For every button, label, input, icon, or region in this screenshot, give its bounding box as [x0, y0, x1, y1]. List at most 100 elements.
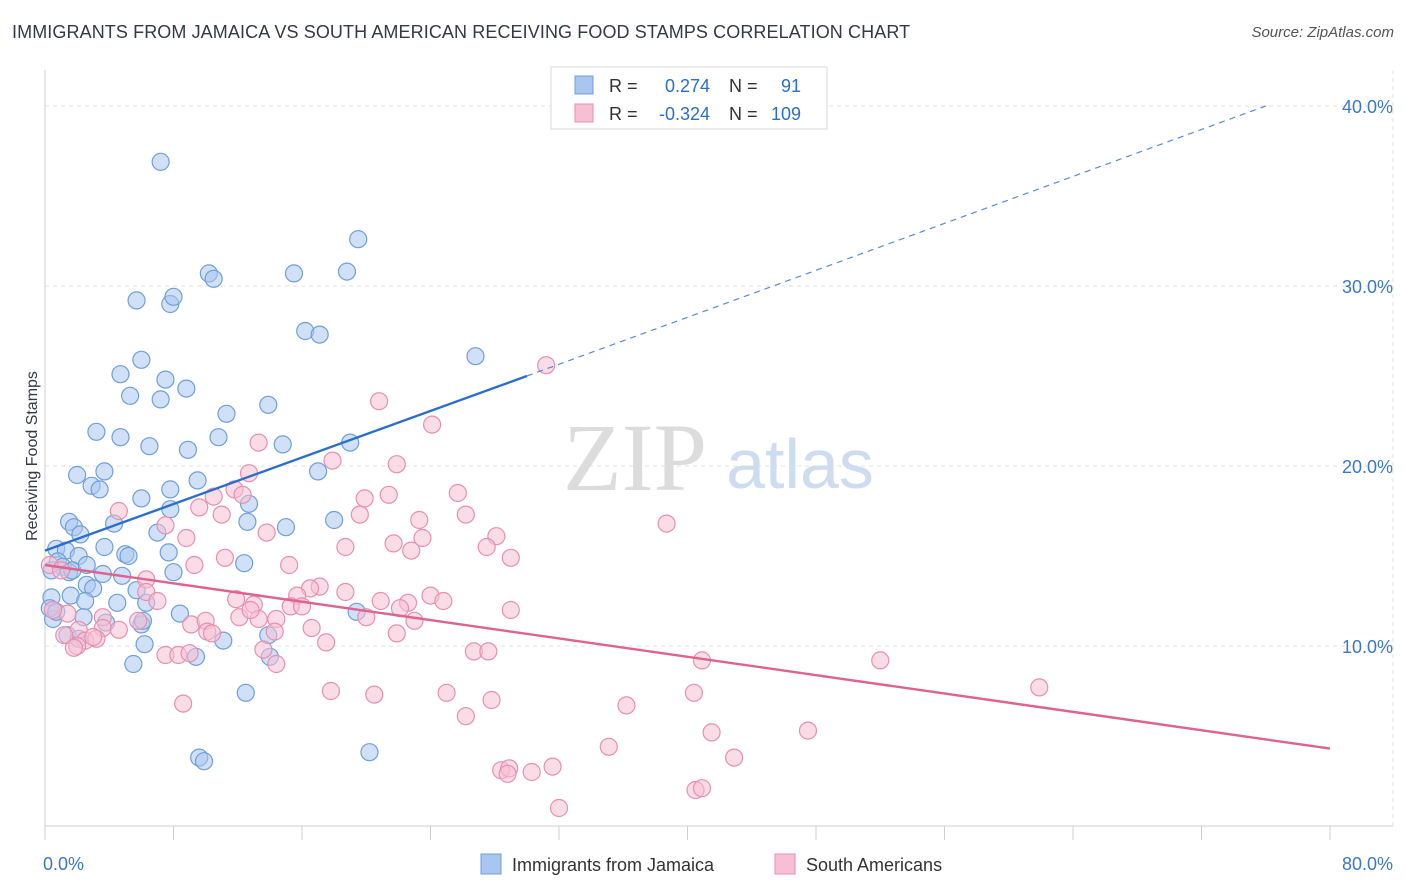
series-1-point-60 — [405, 611, 424, 630]
series-0-point-68 — [170, 604, 190, 623]
series-1-point-92 — [702, 723, 721, 742]
y-tick-label-1: 20.0% — [1342, 457, 1393, 477]
watermark-atlas: atlas — [726, 425, 874, 503]
series-1-point-21 — [257, 523, 276, 542]
series-1-point-47 — [371, 591, 390, 611]
x-tick-labels: 0.0% 80.0% — [43, 854, 1393, 874]
series-1-point-11 — [379, 485, 398, 504]
series-0-point-89 — [325, 510, 344, 530]
series-1-point-16 — [410, 510, 429, 530]
series-0-point-4 — [337, 262, 357, 281]
series-1-point-66 — [265, 622, 284, 641]
series-1-point-77 — [254, 640, 273, 659]
series-1-point-31 — [280, 555, 299, 575]
series-0-point-65 — [76, 591, 95, 611]
trend-line-0 — [44, 374, 528, 552]
series-1-point-29 — [501, 548, 520, 567]
y-tick-label-0: 10.0% — [1342, 637, 1393, 657]
series-1-point-20 — [156, 516, 175, 535]
series-0-point-52 — [119, 546, 138, 566]
series-1-point-19 — [109, 501, 128, 521]
series-0-point-27 — [68, 465, 87, 485]
series-1-point-2 — [423, 415, 442, 434]
stats-r-value-2: -0.324 — [659, 104, 710, 124]
series-1-point-95 — [724, 748, 744, 767]
series-0-point-84 — [236, 683, 255, 702]
series-1-point-52 — [129, 611, 148, 630]
series-1-point-67 — [302, 618, 321, 638]
trend-extension-0 — [526, 105, 1266, 377]
stats-swatch-south-americans — [574, 103, 594, 123]
series-1-point-41 — [434, 591, 453, 611]
series-0-point-21 — [111, 428, 130, 447]
series-0-point-10 — [310, 325, 329, 344]
series-1-point-18 — [657, 514, 676, 533]
grid-lines — [45, 70, 1394, 826]
stats-swatch-jamaica — [574, 75, 594, 95]
series-0-point-18 — [259, 395, 278, 414]
series-1-point-86 — [365, 685, 384, 704]
series-1-point-84 — [174, 694, 193, 713]
series-1-point-36 — [185, 555, 204, 575]
series-0-point-8 — [164, 287, 183, 306]
series-1-point-80 — [479, 642, 498, 661]
series-0-point-31 — [90, 480, 109, 499]
series-0 — [40, 152, 485, 771]
series-1-point-33 — [51, 561, 71, 580]
series-1-point-100 — [543, 757, 562, 776]
series-1-point-88 — [482, 690, 501, 710]
series-1-point-26 — [336, 537, 355, 557]
series-1-point-87 — [437, 683, 456, 702]
series-1-point-102 — [692, 779, 712, 798]
series-1-point-5 — [323, 451, 342, 470]
series-0-point-81 — [124, 654, 143, 674]
series-0-point-12 — [132, 350, 151, 369]
series-1-point-69 — [387, 624, 406, 643]
trend-line-1 — [44, 563, 1331, 750]
series-1-point-13 — [190, 498, 209, 517]
series-0-point-24 — [273, 435, 292, 454]
series-1-point-3 — [249, 433, 268, 452]
series-0-point-34 — [188, 471, 207, 490]
series-0-point-33 — [161, 480, 180, 499]
series-1-point-9 — [204, 487, 223, 506]
series-1-point-28 — [477, 537, 496, 557]
series-1-point-98 — [522, 762, 541, 782]
series-0-point-53 — [159, 543, 178, 562]
watermark: ZIP atlas — [563, 404, 874, 511]
series-1-point-59 — [357, 608, 376, 627]
y-axis-label: Receiving Food Stamps — [24, 371, 41, 541]
series-0-point-14 — [156, 370, 175, 389]
chart-title: IMMIGRANTS FROM JAMAICA VS SOUTH AMERICA… — [12, 22, 911, 42]
series-0-point-59 — [164, 563, 183, 582]
series-1-point-107 — [241, 600, 260, 620]
series-0-point-87 — [360, 743, 379, 762]
series-0-point-17 — [151, 390, 170, 409]
series-1-point-53 — [148, 591, 167, 611]
stats-n-value-2: 109 — [771, 104, 801, 124]
series-1-point-83 — [1030, 678, 1049, 697]
legend: Immigrants from Jamaica South Americans — [480, 853, 942, 875]
legend-label-south-americans: South Americans — [806, 855, 942, 875]
series-1-point-4 — [387, 455, 406, 474]
series-0-point-86 — [194, 752, 214, 771]
stats-r-value-1: 0.274 — [665, 76, 710, 96]
series-1-point-78 — [267, 654, 286, 674]
series-1-point-49 — [501, 600, 520, 620]
series-1-point-43 — [227, 590, 246, 609]
legend-swatch-jamaica — [480, 853, 502, 875]
series-1-point-15 — [350, 505, 369, 524]
series-0-point-1 — [349, 230, 368, 249]
series-0-point-43 — [276, 518, 296, 537]
axes — [44, 70, 1393, 840]
series-0-point-15 — [177, 379, 196, 398]
series-1-point-99 — [498, 764, 517, 783]
watermark-zip: ZIP — [563, 404, 707, 511]
series-0-point-29 — [308, 462, 328, 481]
series-1-point-103 — [549, 798, 569, 818]
series-1-point-90 — [684, 683, 704, 702]
y-tick-label-2: 30.0% — [1342, 277, 1393, 297]
series-1-point-63 — [109, 620, 128, 639]
series-0-point-26 — [178, 440, 198, 459]
